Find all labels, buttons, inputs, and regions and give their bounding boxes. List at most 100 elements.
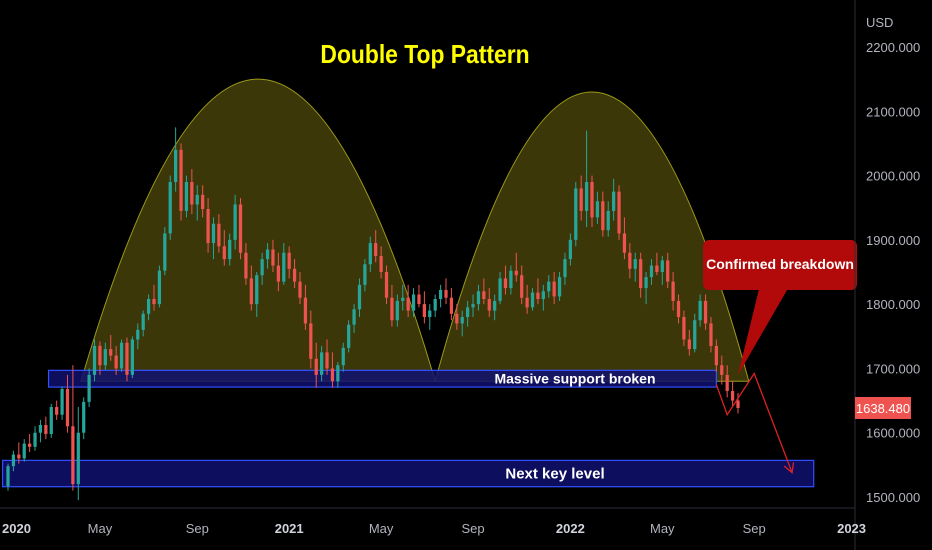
candle-body	[736, 400, 740, 408]
candle-body	[109, 349, 113, 356]
candle-body	[249, 278, 253, 305]
candle	[146, 294, 151, 321]
candle-body	[514, 270, 518, 276]
candle	[22, 439, 26, 462]
zone-box-2	[1, 459, 815, 488]
candle-body	[190, 182, 194, 205]
candle-body	[201, 194, 205, 209]
candle-body	[530, 292, 535, 308]
candle	[676, 294, 681, 324]
candle-body	[292, 268, 297, 282]
candle	[303, 284, 308, 330]
candle-body	[568, 239, 572, 260]
candle	[271, 239, 275, 272]
candle-body	[714, 345, 718, 366]
candle	[282, 243, 286, 285]
candle-body	[541, 291, 545, 299]
last-price-label: 1638.480	[856, 401, 910, 416]
candle	[17, 442, 21, 464]
candle	[552, 272, 556, 305]
candle	[255, 272, 259, 317]
candle-body	[660, 260, 664, 272]
candle-body	[136, 329, 140, 340]
candle	[649, 259, 654, 285]
candlestick-series	[6, 127, 740, 501]
time-axis[interactable]: 2020 May Sep 2021 May Sep 2022 May Sep 2023	[2, 521, 866, 536]
candle	[168, 175, 172, 240]
candle-body	[384, 272, 389, 298]
candle	[374, 230, 378, 263]
x-tick-label: Sep	[186, 521, 209, 536]
candle	[498, 272, 502, 305]
candle-body	[265, 249, 270, 260]
candle	[65, 374, 70, 433]
candle	[33, 426, 37, 451]
candle-body	[33, 432, 37, 447]
candle-body	[374, 243, 378, 256]
candle	[493, 294, 497, 321]
candle-body	[644, 277, 648, 289]
candle	[49, 403, 53, 438]
candle	[438, 284, 443, 308]
candle-body	[65, 389, 70, 427]
candle-body	[552, 281, 556, 297]
candle-body	[482, 291, 486, 299]
candle	[152, 284, 156, 311]
candle	[466, 300, 470, 327]
candle	[547, 275, 551, 298]
candle-body	[411, 294, 416, 311]
candle	[217, 214, 221, 253]
candle	[341, 342, 345, 372]
x-tick-label: Sep	[743, 521, 766, 536]
candle-body	[314, 358, 318, 375]
candle	[320, 345, 324, 382]
candle	[417, 284, 421, 308]
candle-body	[633, 259, 637, 269]
candle-body	[357, 284, 362, 310]
candle	[379, 246, 383, 279]
candle	[525, 284, 529, 314]
candle-body	[98, 345, 102, 366]
candle-body	[6, 466, 10, 487]
candle-body	[525, 297, 529, 308]
candle	[655, 252, 659, 276]
candle	[244, 243, 248, 285]
candle	[276, 252, 280, 292]
candle	[736, 392, 740, 414]
candle	[595, 191, 600, 224]
candle-body	[693, 320, 697, 350]
candle	[141, 310, 145, 337]
candle	[309, 310, 313, 369]
x-tick-label: May	[650, 521, 675, 536]
candle	[206, 198, 210, 253]
candle	[55, 400, 59, 420]
candle	[444, 278, 448, 305]
candle	[363, 259, 367, 292]
candle	[11, 450, 16, 472]
candle-body	[28, 443, 32, 447]
candle	[422, 291, 426, 324]
price-axis[interactable]: 1500.000 1600.000 1700.000 1800.000 1900.000…	[866, 40, 920, 505]
candle	[612, 178, 616, 221]
candle-body	[336, 365, 340, 382]
candle-body	[163, 233, 167, 271]
zone-label-2: Next key level	[505, 466, 604, 483]
candle-body	[71, 426, 75, 485]
candle	[487, 288, 491, 317]
candle	[720, 355, 724, 385]
candle	[693, 313, 697, 353]
candle-body	[703, 300, 708, 324]
candle-body	[363, 264, 367, 285]
candle-body	[449, 297, 454, 314]
candle	[190, 169, 194, 215]
candle-body	[417, 294, 421, 305]
candle	[536, 278, 540, 305]
candle-body	[401, 297, 405, 301]
y-tick-label: 2100.000	[866, 104, 920, 119]
candle-body	[184, 182, 189, 211]
candle	[703, 294, 708, 330]
candle	[541, 284, 545, 311]
candle-body	[347, 324, 351, 348]
candle-body	[152, 299, 156, 305]
candle-body	[11, 454, 16, 467]
